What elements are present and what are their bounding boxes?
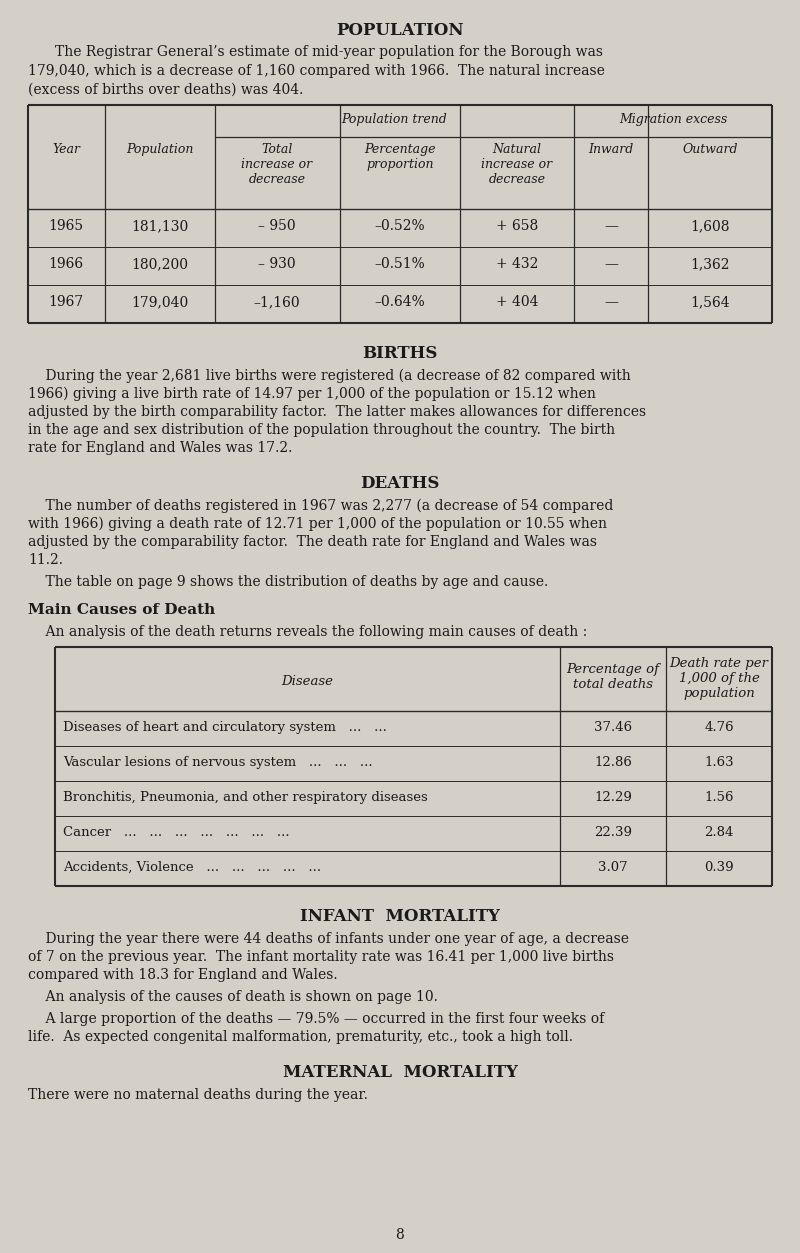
Text: INFANT  MORTALITY: INFANT MORTALITY [300,908,500,925]
Text: –0.51%: –0.51% [374,257,426,271]
Text: 1.56: 1.56 [704,791,734,804]
Text: Disease: Disease [281,675,333,688]
Text: There were no maternal deaths during the year.: There were no maternal deaths during the… [28,1088,368,1101]
Text: 180,200: 180,200 [131,257,189,271]
Text: 12.86: 12.86 [594,756,632,769]
Text: Percentage
proportion: Percentage proportion [364,143,436,170]
Text: 1965: 1965 [49,219,83,233]
Text: BIRTHS: BIRTHS [362,345,438,362]
Text: –0.52%: –0.52% [374,219,426,233]
Text: Cancer   ...   ...   ...   ...   ...   ...   ...: Cancer ... ... ... ... ... ... ... [63,826,290,840]
Text: with 1966) giving a death rate of 12.71 per 1,000 of the population or 10.55 whe: with 1966) giving a death rate of 12.71 … [28,517,607,531]
Text: adjusted by the comparability factor.  The death rate for England and Wales was: adjusted by the comparability factor. Th… [28,535,597,549]
Text: A large proportion of the deaths — 79.5% — occurred in the first four weeks of: A large proportion of the deaths — 79.5%… [28,1012,604,1026]
Text: 37.46: 37.46 [594,720,632,734]
Text: The table on page 9 shows the distribution of deaths by age and cause.: The table on page 9 shows the distributi… [28,575,548,589]
Text: —: — [604,219,618,233]
Text: —: — [604,294,618,309]
Text: – 950: – 950 [258,219,296,233]
Text: Year: Year [52,143,80,157]
Text: DEATHS: DEATHS [360,475,440,492]
Text: + 658: + 658 [496,219,538,233]
Text: An analysis of the death returns reveals the following main causes of death :: An analysis of the death returns reveals… [28,625,587,639]
Text: 181,130: 181,130 [131,219,189,233]
Text: 0.39: 0.39 [704,861,734,875]
Text: Bronchitis, Pneumonia, and other respiratory diseases: Bronchitis, Pneumonia, and other respira… [63,791,428,804]
Text: 12.29: 12.29 [594,791,632,804]
Text: 1,564: 1,564 [690,294,730,309]
Text: Percentage of
total deaths: Percentage of total deaths [566,663,659,690]
Text: – 930: – 930 [258,257,296,271]
Text: –0.64%: –0.64% [374,294,426,309]
Text: MATERNAL  MORTALITY: MATERNAL MORTALITY [282,1064,518,1081]
Text: 179,040: 179,040 [131,294,189,309]
Text: 1966: 1966 [49,257,83,271]
Text: Population trend: Population trend [341,113,447,127]
Text: 1.63: 1.63 [704,756,734,769]
Text: compared with 18.3 for England and Wales.: compared with 18.3 for England and Wales… [28,969,338,982]
Text: 1966) giving a live birth rate of 14.97 per 1,000 of the population or 15.12 whe: 1966) giving a live birth rate of 14.97 … [28,387,596,401]
Text: + 404: + 404 [496,294,538,309]
Text: + 432: + 432 [496,257,538,271]
Text: 1,608: 1,608 [690,219,730,233]
Text: of 7 on the previous year.  The infant mortality rate was 16.41 per 1,000 live b: of 7 on the previous year. The infant mo… [28,950,614,964]
Text: 2.84: 2.84 [704,826,734,840]
Text: Population: Population [126,143,194,157]
Text: Main Causes of Death: Main Causes of Death [28,603,215,616]
Text: During the year there were 44 deaths of infants under one year of age, a decreas: During the year there were 44 deaths of … [28,932,629,946]
Text: Outward: Outward [682,143,738,157]
Text: Migration excess: Migration excess [619,113,727,127]
Text: 3.07: 3.07 [598,861,628,875]
Text: Total
increase or
decrease: Total increase or decrease [242,143,313,185]
Text: 1,362: 1,362 [690,257,730,271]
Text: rate for England and Wales was 17.2.: rate for England and Wales was 17.2. [28,441,292,455]
Text: adjusted by the birth comparability factor.  The latter makes allowances for dif: adjusted by the birth comparability fact… [28,405,646,419]
Text: Accidents, Violence   ...   ...   ...   ...   ...: Accidents, Violence ... ... ... ... ... [63,861,321,875]
Text: POPULATION: POPULATION [336,23,464,39]
Text: life.  As expected congenital malformation, prematurity, etc., took a high toll.: life. As expected congenital malformatio… [28,1030,573,1044]
Text: Inward: Inward [588,143,634,157]
Text: (excess of births over deaths) was 404.: (excess of births over deaths) was 404. [28,83,303,96]
Text: Vascular lesions of nervous system   ...   ...   ...: Vascular lesions of nervous system ... .… [63,756,373,769]
Text: Diseases of heart and circulatory system   ...   ...: Diseases of heart and circulatory system… [63,720,387,734]
Text: Natural
increase or
decrease: Natural increase or decrease [482,143,553,185]
Text: in the age and sex distribution of the population throughout the country.  The b: in the age and sex distribution of the p… [28,424,615,437]
Text: 22.39: 22.39 [594,826,632,840]
Text: 8: 8 [396,1228,404,1242]
Text: 179,040, which is a decrease of 1,160 compared with 1966.  The natural increase: 179,040, which is a decrease of 1,160 co… [28,64,605,78]
Text: An analysis of the causes of death is shown on page 10.: An analysis of the causes of death is sh… [28,990,438,1004]
Text: Death rate per
1,000 of the
population: Death rate per 1,000 of the population [670,657,769,700]
Text: The Registrar General’s estimate of mid-year population for the Borough was: The Registrar General’s estimate of mid-… [55,45,603,59]
Text: 4.76: 4.76 [704,720,734,734]
Text: —: — [604,257,618,271]
Text: The number of deaths registered in 1967 was 2,277 (a decrease of 54 compared: The number of deaths registered in 1967 … [28,499,614,514]
Text: 11.2.: 11.2. [28,553,63,568]
Text: –1,160: –1,160 [254,294,300,309]
Text: During the year 2,681 live births were registered (a decrease of 82 compared wit: During the year 2,681 live births were r… [28,368,630,383]
Text: 1967: 1967 [48,294,84,309]
